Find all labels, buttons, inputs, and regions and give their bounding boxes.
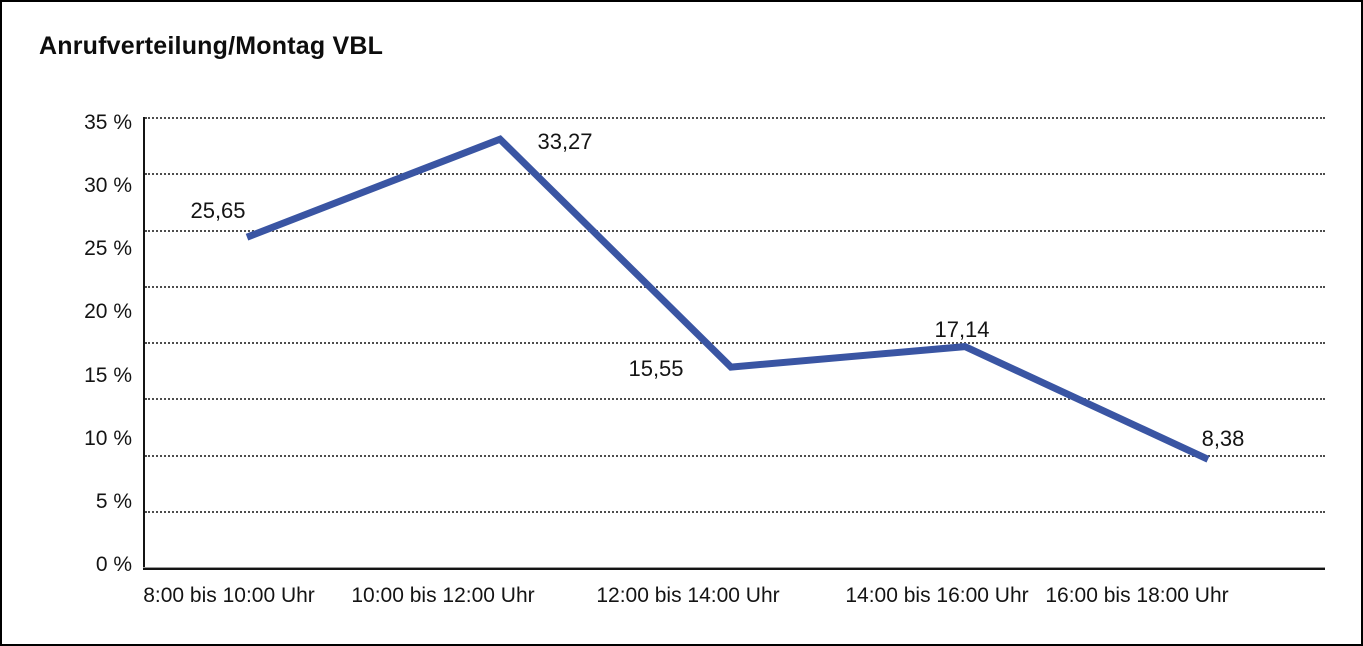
data-point-label: 17,14 — [934, 317, 990, 342]
y-axis-tick-label: 30 % — [84, 174, 132, 198]
data-point-label: 8,38 — [1201, 426, 1245, 451]
x-axis-category-label: 8:00 bis 10:00 Uhr — [143, 584, 315, 607]
y-axis-tick-label: 35 % — [84, 111, 132, 134]
x-axis-category-label: 12:00 bis 14:00 Uhr — [596, 584, 780, 607]
gridline — [145, 454, 1325, 457]
y-axis-tick-label: 15 % — [84, 363, 132, 387]
y-axis-line — [143, 117, 145, 570]
y-axis-tick-label: 25 % — [84, 237, 132, 261]
x-axis-line — [143, 567, 1325, 570]
gridline — [145, 342, 1325, 344]
y-axis-tick-label: 5 % — [95, 489, 132, 513]
x-axis-category-label: 14:00 bis 16:00 Uhr — [845, 584, 1029, 607]
y-axis-tick-label: 20 % — [84, 300, 132, 324]
chart-title: Anrufverteilung/Montag VBL — [39, 32, 384, 60]
gridline — [145, 398, 1325, 401]
y-axis-tick-label: 0 % — [95, 553, 132, 576]
y-axis-tick-label: 10 % — [84, 426, 132, 450]
gridline — [145, 285, 1325, 288]
x-axis-category-label: 16:00 bis 18:00 Uhr — [1045, 584, 1229, 607]
data-point-label: 33,27 — [537, 129, 593, 154]
gridline — [145, 510, 1325, 513]
x-axis-category-label: 10:00 bis 12:00 Uhr — [351, 584, 535, 607]
gridline — [145, 117, 1325, 119]
gridline — [145, 173, 1325, 176]
data-line-svg — [245, 135, 1210, 463]
data-line — [245, 135, 1210, 463]
data-point-label: 25,65 — [190, 198, 246, 223]
gridline — [145, 229, 1325, 232]
data-point-label: 15,55 — [628, 356, 684, 381]
